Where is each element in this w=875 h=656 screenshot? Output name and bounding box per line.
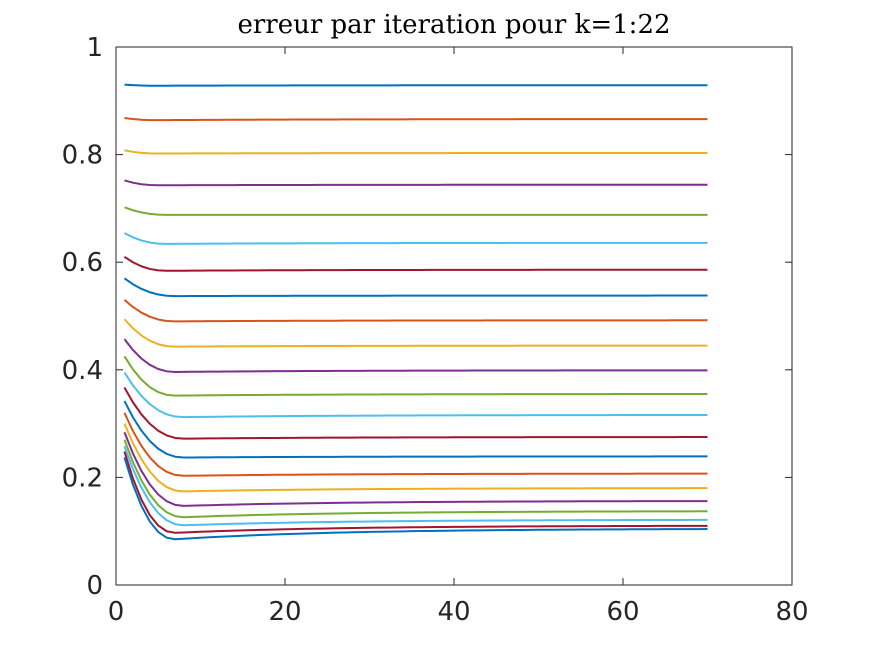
x-tick-label: 60 [606,597,639,627]
series-line-7 [123,255,708,272]
y-tick-label: 0.4 [62,356,103,386]
series-line-19 [123,439,708,519]
plot-area [116,47,792,585]
series-line-1 [124,83,708,87]
series-line-16 [123,412,708,477]
series-line-13 [123,371,708,419]
ticks: 0 20 40 60 80 0 0.2 0.4 0.6 0.8 1 [62,33,809,627]
series-line-21 [123,451,708,534]
series-line-4 [124,179,708,187]
series-line-2 [124,117,708,122]
y-tick-label: 1 [86,33,103,63]
series-line-17 [123,423,708,493]
y-tick-label: 0.6 [62,248,103,278]
x-tick-label: 0 [108,597,125,627]
x-tick-label: 80 [775,597,808,627]
series-line-10 [123,318,708,348]
series-line-20 [123,445,708,527]
series-layer [123,83,708,541]
chart-title: erreur par iteration pour k=1:22 [237,10,670,40]
x-tick-label: 20 [268,597,301,627]
series-line-5 [124,206,708,216]
series-line-15 [123,400,708,459]
series-line-11 [123,338,708,373]
series-line-9 [123,299,708,323]
series-line-22 [123,457,708,541]
series-line-14 [123,387,708,440]
y-tick-label: 0.8 [62,141,103,171]
y-tick-label: 0.2 [62,463,103,493]
series-line-3 [124,149,708,155]
series-line-18 [123,431,708,507]
series-line-12 [123,355,708,397]
y-tick-label: 0 [86,571,103,601]
series-line-8 [123,277,708,298]
x-tick-label: 40 [437,597,470,627]
series-line-6 [124,232,708,245]
